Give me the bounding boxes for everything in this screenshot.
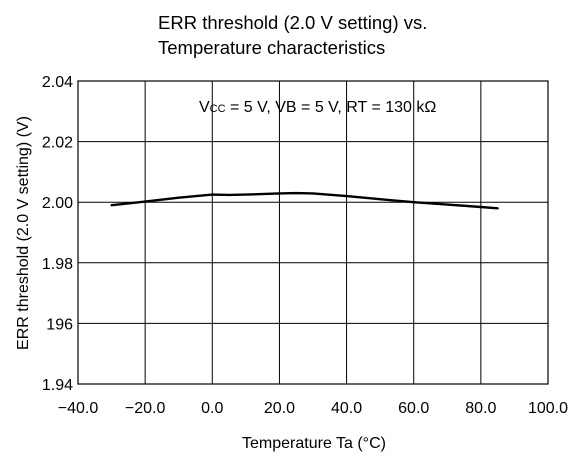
y-axis-label: ERR threshold (2.0 V setting) (V) [15, 116, 32, 350]
y-tick-label: 1.98 [42, 256, 73, 273]
x-tick-label: 100.0 [528, 400, 568, 417]
x-tick-label: −40.0 [58, 400, 99, 417]
chart-title-line-2: Temperature characteristics [158, 37, 385, 58]
y-tick-label: 196 [46, 316, 73, 333]
x-tick-label: 80.0 [465, 400, 496, 417]
chart-title-line-1: ERR threshold (2.0 V setting) vs. [158, 12, 427, 33]
x-tick-label: 0.0 [201, 400, 223, 417]
tick-labels: −40.0 −20.0 0.0 20.0 40.0 60.0 80.0 100.0 1.94 19… [42, 74, 568, 417]
y-tick-label: 1.94 [42, 377, 73, 394]
x-tick-label: 60.0 [398, 400, 429, 417]
vcc-label: V [199, 99, 210, 116]
plot-frame [77, 80, 549, 385]
y-tick-label: 2.00 [42, 195, 73, 212]
x-tick-label: 40.0 [331, 400, 362, 417]
series-line [110, 191, 499, 210]
series [110, 191, 499, 210]
conditions-rest: = 5 V, VB = 5 V, RT = 130 kΩ [226, 99, 437, 116]
x-tick-label: −20.0 [125, 400, 166, 417]
x-tick-label: 20.0 [264, 400, 295, 417]
y-tick-label: 2.02 [42, 135, 73, 152]
vcc-subscript: CC [210, 103, 226, 115]
conditions-annotation: VCC = 5 V, VB = 5 V, RT = 130 kΩ [199, 99, 436, 116]
y-tick-label: 2.04 [42, 74, 73, 91]
grid [78, 81, 548, 384]
x-axis-label: Temperature Ta (°C) [242, 435, 386, 452]
